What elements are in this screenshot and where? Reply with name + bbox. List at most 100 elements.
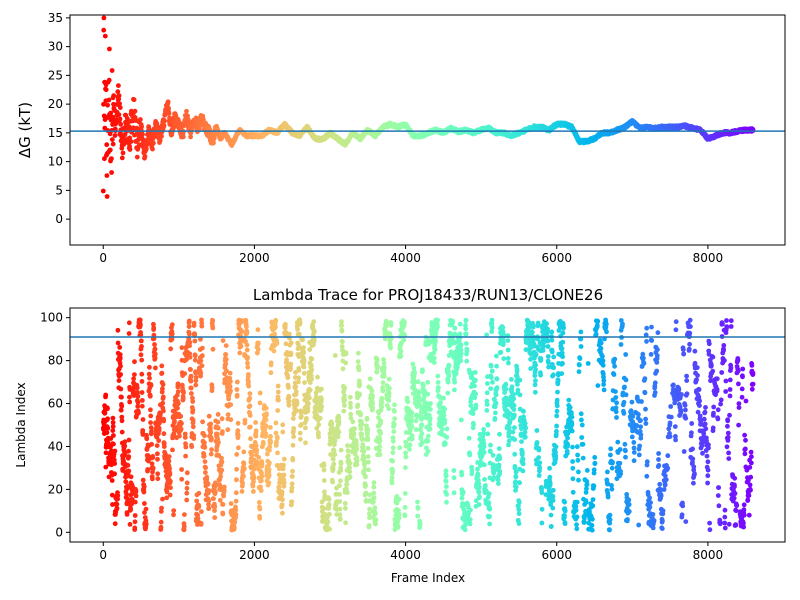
data-point	[413, 427, 419, 432]
data-point	[374, 356, 380, 362]
data-point	[105, 416, 110, 422]
data-point	[267, 460, 272, 466]
data-point	[338, 478, 343, 484]
data-point	[104, 173, 110, 179]
data-point	[386, 376, 392, 382]
data-point	[397, 445, 403, 451]
data-point	[206, 413, 212, 419]
data-point	[357, 381, 363, 387]
data-point	[415, 513, 421, 519]
data-point	[258, 488, 264, 493]
data-point	[171, 512, 176, 518]
data-point	[364, 415, 370, 421]
data-point	[307, 395, 312, 401]
data-point	[112, 521, 118, 527]
data-point	[198, 358, 204, 364]
data-point	[231, 525, 237, 531]
data-point	[201, 453, 207, 459]
data-point	[337, 483, 342, 489]
data-point	[343, 505, 348, 511]
data-point	[233, 512, 239, 517]
data-point	[143, 506, 149, 512]
data-point	[115, 493, 121, 498]
data-point	[139, 390, 145, 395]
data-point	[247, 391, 253, 396]
data-point	[188, 378, 194, 384]
data-point	[103, 392, 109, 398]
data-point	[279, 502, 285, 508]
data-point	[127, 147, 133, 152]
data-point	[381, 365, 387, 370]
data-point	[289, 481, 295, 487]
data-point	[276, 484, 282, 490]
data-point	[166, 458, 172, 464]
data-point	[158, 519, 164, 525]
data-point	[161, 408, 166, 414]
data-point	[279, 489, 285, 495]
data-point	[128, 139, 134, 145]
data-point	[185, 117, 191, 122]
data-point	[228, 388, 233, 394]
data-point	[225, 427, 231, 433]
data-point	[180, 396, 186, 401]
data-point	[206, 488, 212, 494]
data-point	[108, 110, 114, 116]
data-point	[392, 408, 397, 414]
data-point	[326, 502, 332, 507]
data-point	[117, 101, 122, 107]
data-point	[352, 426, 357, 431]
data-point	[177, 433, 182, 439]
data-point	[227, 384, 233, 389]
data-point	[244, 347, 250, 353]
data-point	[300, 337, 305, 343]
data-point	[220, 511, 226, 517]
data-point	[338, 468, 344, 473]
data-point	[377, 452, 383, 458]
data-point	[342, 385, 348, 391]
data-point	[186, 324, 192, 329]
data-point	[131, 97, 137, 103]
data-point	[402, 319, 407, 325]
data-point	[296, 368, 302, 373]
data-point	[340, 339, 345, 345]
data-point	[178, 413, 184, 419]
data-point	[407, 447, 412, 452]
data-point	[171, 124, 177, 130]
data-point	[415, 379, 421, 385]
data-point	[338, 447, 344, 453]
data-point	[337, 492, 342, 497]
data-point	[202, 445, 208, 450]
data-point	[159, 505, 164, 511]
data-point	[398, 353, 404, 359]
data-point	[109, 170, 114, 175]
data-point	[111, 433, 116, 438]
data-point	[390, 458, 396, 464]
data-point	[247, 424, 253, 430]
data-point	[271, 348, 277, 354]
data-point	[132, 513, 138, 518]
data-point	[234, 466, 240, 472]
data-point	[112, 461, 118, 466]
data-point	[275, 383, 281, 389]
data-point	[155, 456, 160, 462]
data-point	[209, 447, 215, 452]
data-point	[241, 473, 246, 479]
data-point	[134, 154, 140, 160]
data-point	[197, 126, 202, 132]
data-point	[272, 331, 278, 337]
data-point	[175, 389, 181, 395]
data-point	[293, 389, 299, 395]
data-point	[225, 412, 231, 418]
data-point	[301, 350, 307, 355]
data-point	[167, 115, 172, 121]
data-point	[259, 473, 265, 479]
data-point	[301, 358, 307, 363]
data-point	[396, 515, 402, 521]
data-point	[139, 379, 145, 384]
data-point	[350, 419, 356, 425]
data-point	[303, 440, 308, 446]
data-point	[208, 451, 214, 457]
data-point	[288, 352, 294, 357]
data-point	[228, 417, 234, 423]
data-point	[356, 350, 361, 356]
